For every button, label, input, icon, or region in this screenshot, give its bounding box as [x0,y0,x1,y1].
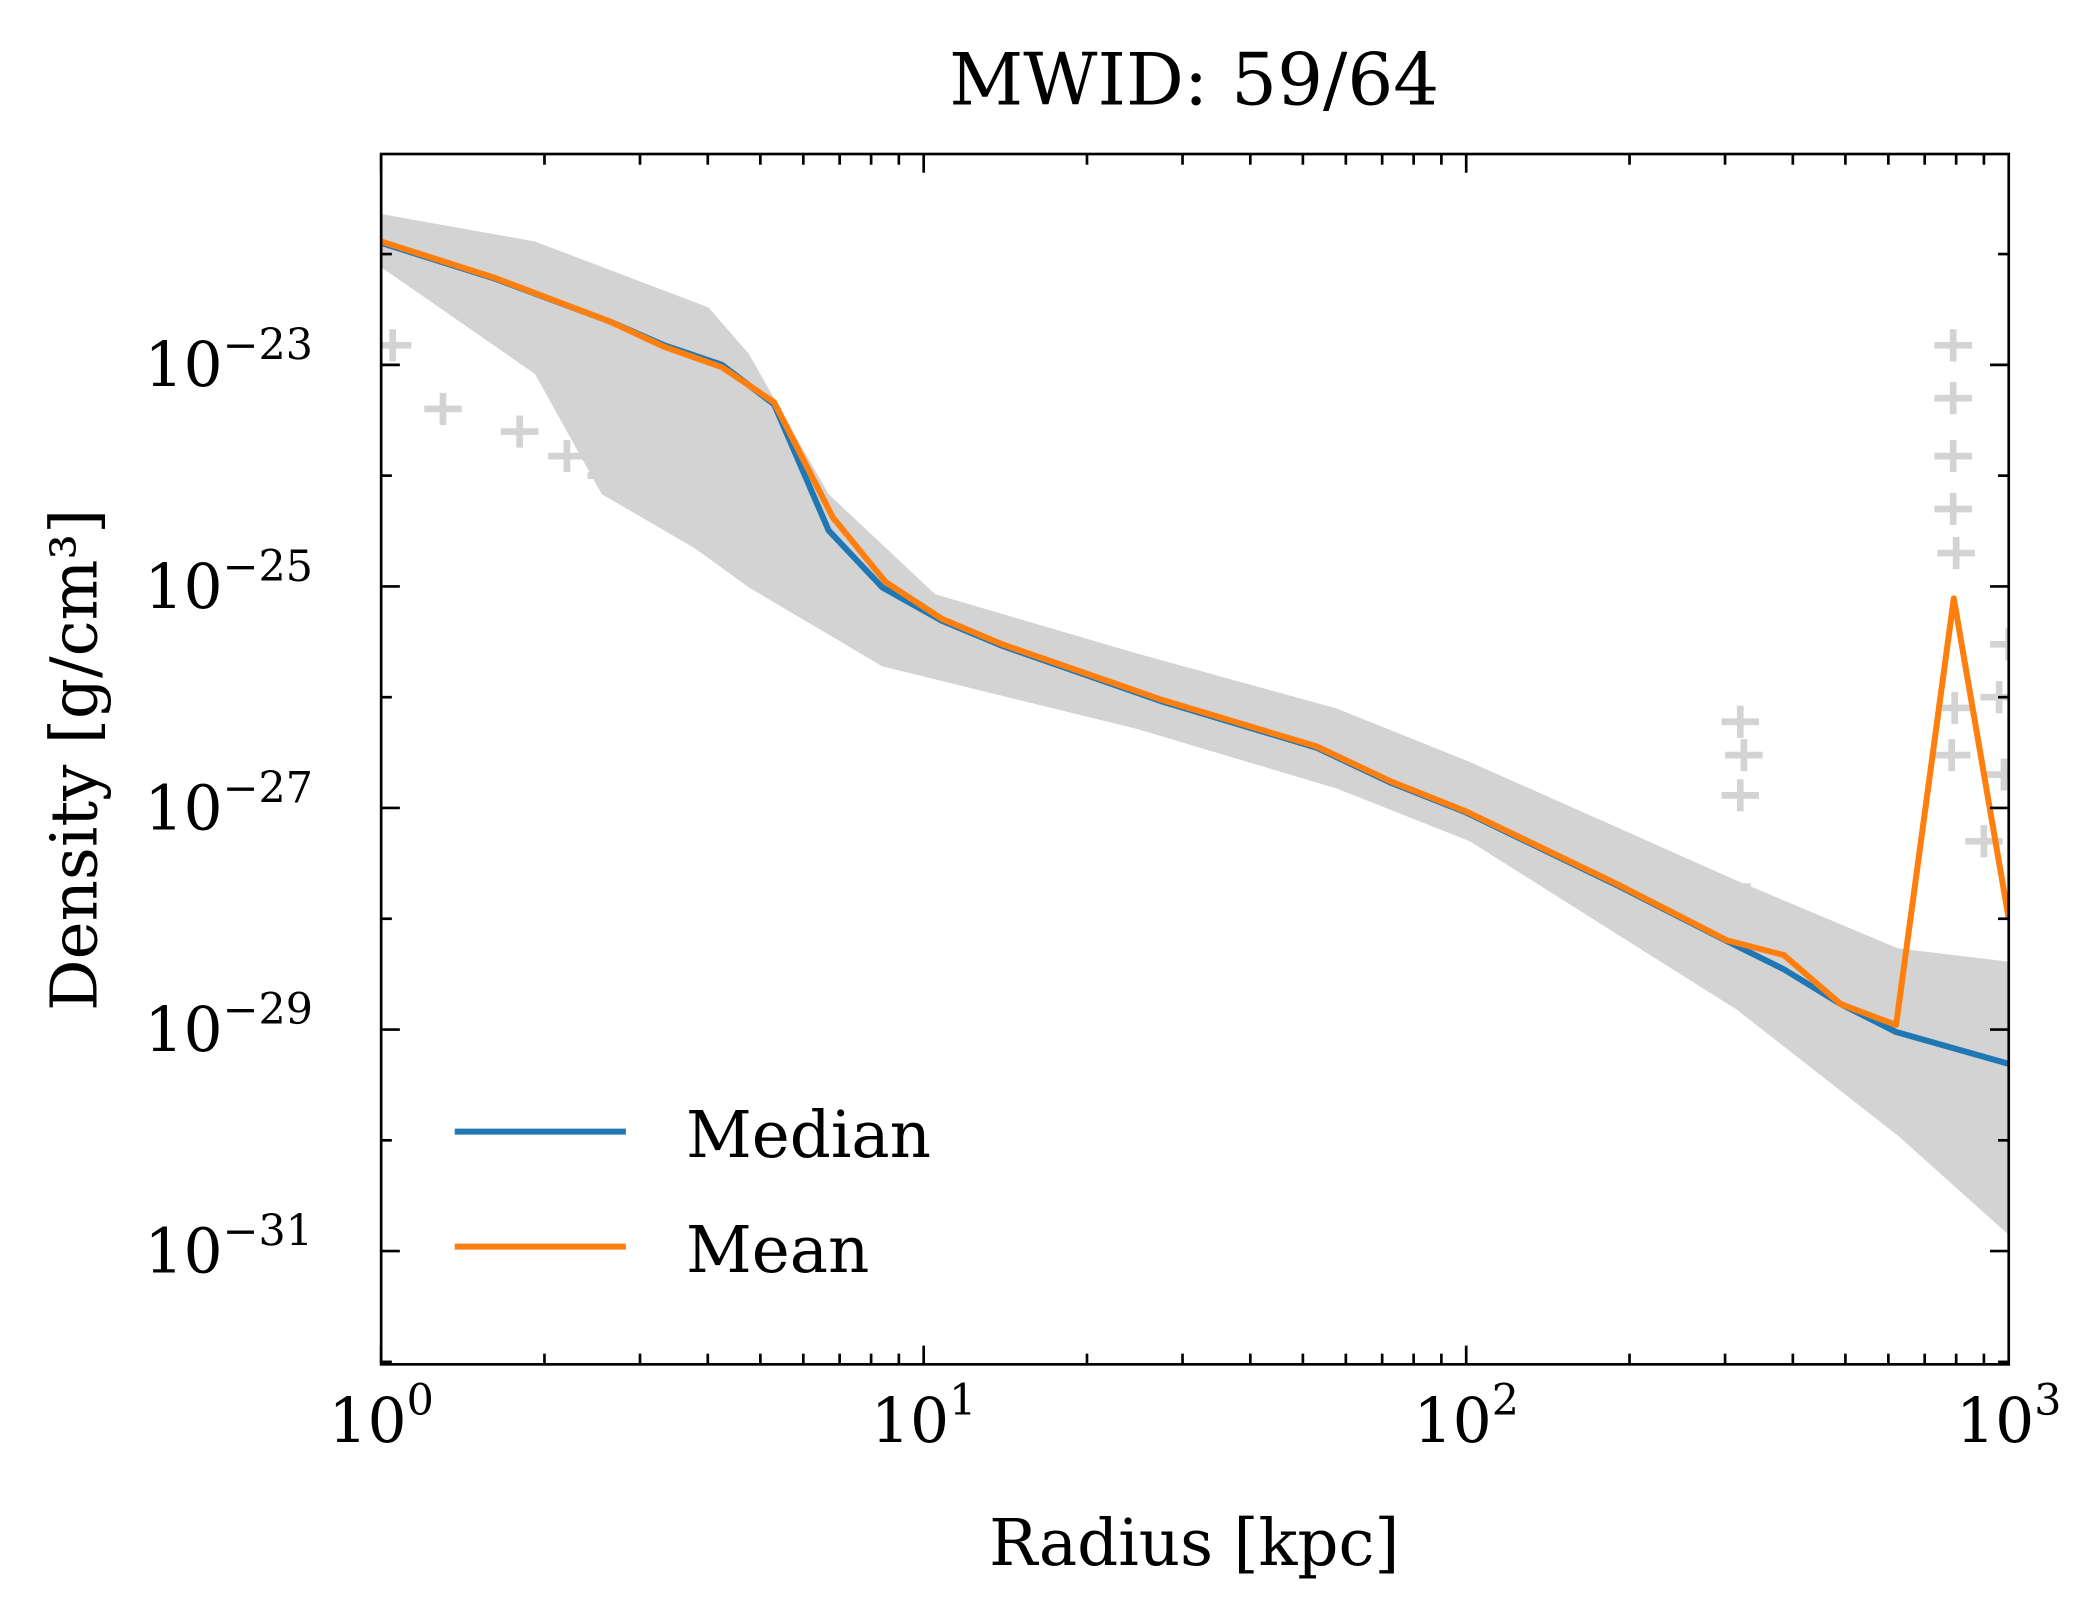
scatter-point [1934,440,1972,473]
scatter-point [1934,329,1972,362]
scatter-layer [381,213,2009,1235]
scatter-point [548,440,586,473]
legend: Median Mean [454,1098,931,1288]
scatter-point [1725,739,1763,772]
scatter-point [689,503,727,536]
scatter-point [721,517,760,550]
scatter-point [621,470,659,503]
scatter-point [1728,883,1767,916]
scatter-point [750,537,789,570]
plot-frame [379,152,2011,1366]
x-axis-label: Radius [kpc] [989,1506,1399,1581]
y-tick-label: 10−27 [144,764,313,845]
scatter-point [381,329,412,362]
scatter-point [1937,537,1975,570]
chart-title: MWID: 59/64 [949,39,1439,123]
ticks-layer [379,154,2009,1365]
y-tick-label: 10−31 [144,1207,313,1288]
x-tick-label: 101 [871,1376,976,1457]
lines-layer [381,238,2009,1067]
scatter-point [1985,758,2009,791]
scatter-point [1932,739,1971,772]
scatter-point [657,492,696,526]
scatter-point [784,550,823,583]
y-tick-label: 10−23 [144,321,313,402]
scatter-point [500,415,539,448]
y-tick-labels: 10−23 10−25 10−27 10−29 10−31 [144,321,313,1288]
scatter-point [1721,779,1759,812]
scatter-point [1934,382,1972,415]
scatter-point [587,459,626,492]
x-tick-labels: 100 101 102 103 [328,1376,2061,1457]
x-tick-label: 102 [1413,1376,1518,1457]
scatter-point [1721,705,1759,738]
legend-mean-label: Mean [686,1213,869,1288]
y-tick-label: 10−25 [144,542,313,623]
x-tick-label: 103 [1956,1376,2061,1457]
scatter-band [381,213,2009,1235]
x-tick-label: 100 [328,1376,433,1457]
scatter-point [1935,691,1974,724]
y-tick-label: 10−29 [144,985,313,1066]
scatter-point [1990,628,2009,661]
scatter-point [424,392,462,425]
series-line-mean [381,238,2009,1028]
legend-median-label: Median [686,1098,931,1173]
scatter-point [1934,492,1972,526]
y-axis-label: Density [g/cm³] [37,509,112,1011]
